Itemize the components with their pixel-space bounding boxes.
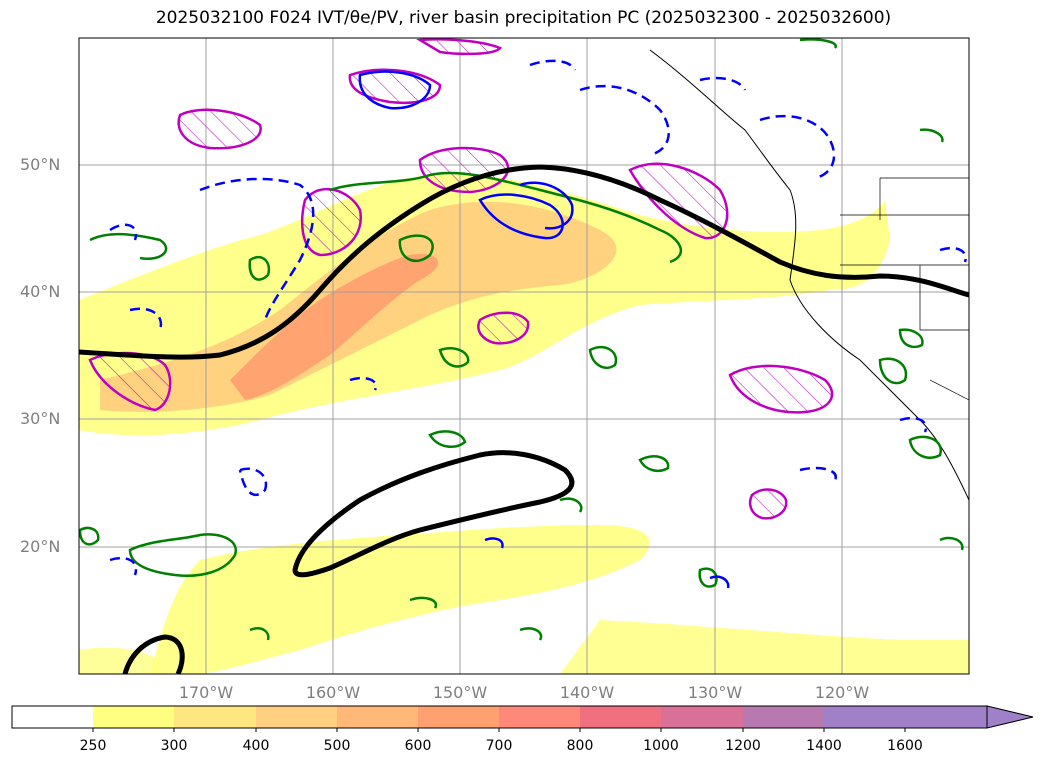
colorbar-swatch-5 — [418, 706, 499, 728]
lon-label-170w: 170°W — [178, 683, 234, 702]
colorbar-tick-label: 700 — [485, 738, 513, 754]
colorbar-extend-arrow — [986, 705, 1034, 729]
lon-label-150w: 150°W — [432, 683, 488, 702]
colorbar-swatch-1 — [93, 706, 174, 728]
blue-dashed-contours — [109, 59, 967, 576]
ivt-band-southeast — [560, 620, 969, 674]
map-frame — [78, 37, 970, 675]
colorbar-swatch-9 — [743, 706, 824, 728]
colorbar-swatch-7 — [580, 706, 661, 728]
lat-label-30: 30°N — [20, 409, 61, 428]
map-area — [79, 38, 969, 674]
map-title: 2025032100 F024 IVT/θe/PV, river basin p… — [155, 8, 892, 28]
colorbar-tick-label: 300 — [160, 738, 188, 754]
colorbar — [11, 705, 1034, 732]
ivt-band-southwest — [79, 647, 160, 674]
colorbar-tick-label: 600 — [404, 738, 432, 754]
colorbar-tick-label: 1000 — [643, 738, 679, 754]
colorbar-swatch-11 — [905, 706, 987, 728]
ivt-band-south — [150, 525, 650, 674]
lat-label-40: 40°N — [20, 282, 61, 301]
lon-label-120w: 120°W — [814, 683, 870, 702]
colorbar-tick-label: 800 — [566, 738, 594, 754]
colorbar-swatch-10 — [824, 706, 905, 728]
colorbar-ticks — [92, 728, 906, 732]
colorbar-tick-label: 1400 — [806, 738, 842, 754]
lon-label-160w: 160°W — [305, 683, 361, 702]
colorbar-swatch-0 — [12, 706, 93, 728]
theta-e-contours — [79, 38, 964, 641]
colorbar-swatch-2 — [174, 706, 256, 728]
black-contours — [79, 164, 969, 674]
colorbar-tick-label: 500 — [323, 738, 351, 754]
colorbar-tick-label: 250 — [79, 738, 107, 754]
colorbar-tick-label: 1200 — [725, 738, 761, 754]
colorbar-swatch-4 — [337, 706, 418, 728]
colorbar-swatch-8 — [661, 706, 743, 728]
blue-solid-contours — [358, 70, 730, 589]
ivt-band-700 — [230, 254, 439, 400]
colorbar-swatch-3 — [256, 706, 337, 728]
lat-label-50: 50°N — [20, 155, 61, 174]
lon-label-140w: 140°W — [559, 683, 615, 702]
colorbar-tick-label: 1600 — [887, 738, 923, 754]
lon-label-130w: 130°W — [687, 683, 743, 702]
colorbar-swatch-6 — [499, 706, 580, 728]
state-borders — [840, 177, 969, 401]
colorbar-tick-label: 400 — [242, 738, 270, 754]
lat-label-20: 20°N — [20, 537, 61, 556]
